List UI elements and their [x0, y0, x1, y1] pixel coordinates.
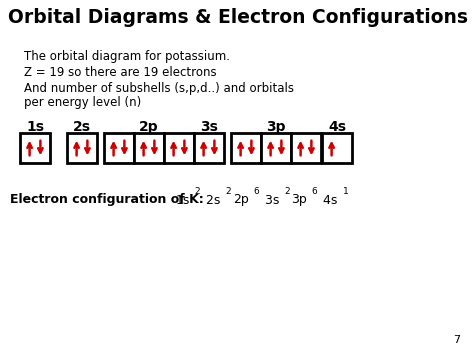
Text: 2s: 2s — [73, 120, 91, 134]
Text: 3s: 3s — [200, 120, 218, 134]
Text: 2: 2 — [194, 186, 200, 196]
Text: 2p: 2p — [139, 120, 159, 134]
Bar — [67, 133, 97, 163]
Text: 2s: 2s — [202, 193, 220, 207]
Text: 2p: 2p — [233, 193, 248, 207]
Text: 3p: 3p — [292, 193, 307, 207]
Bar — [231, 133, 261, 163]
Text: Z = 19 so there are 19 electrons: Z = 19 so there are 19 electrons — [24, 66, 217, 79]
Bar — [20, 133, 50, 163]
Text: Electron configuration of K:: Electron configuration of K: — [10, 193, 204, 207]
Bar — [164, 133, 194, 163]
Bar — [104, 133, 134, 163]
Bar — [291, 133, 321, 163]
Text: 1s: 1s — [26, 120, 44, 134]
Bar — [322, 133, 352, 163]
Bar — [261, 133, 291, 163]
Text: 1s: 1s — [176, 193, 191, 207]
Text: 3s: 3s — [261, 193, 279, 207]
Text: 6: 6 — [312, 186, 318, 196]
Text: Orbital Diagrams & Electron Configurations: Orbital Diagrams & Electron Configuratio… — [8, 8, 468, 27]
Text: The orbital diagram for potassium.: The orbital diagram for potassium. — [24, 50, 230, 63]
Text: 2: 2 — [226, 186, 231, 196]
Text: 7: 7 — [453, 335, 460, 345]
Text: per energy level (n): per energy level (n) — [24, 96, 141, 109]
Text: 4s: 4s — [319, 193, 337, 207]
Bar — [134, 133, 164, 163]
Text: 3p: 3p — [266, 120, 286, 134]
Bar — [194, 133, 224, 163]
Text: 6: 6 — [253, 186, 259, 196]
Text: 4s: 4s — [328, 120, 346, 134]
Text: 2: 2 — [284, 186, 290, 196]
Text: And number of subshells (s,p,d..) and orbitals: And number of subshells (s,p,d..) and or… — [24, 82, 294, 95]
Text: 1: 1 — [343, 186, 349, 196]
